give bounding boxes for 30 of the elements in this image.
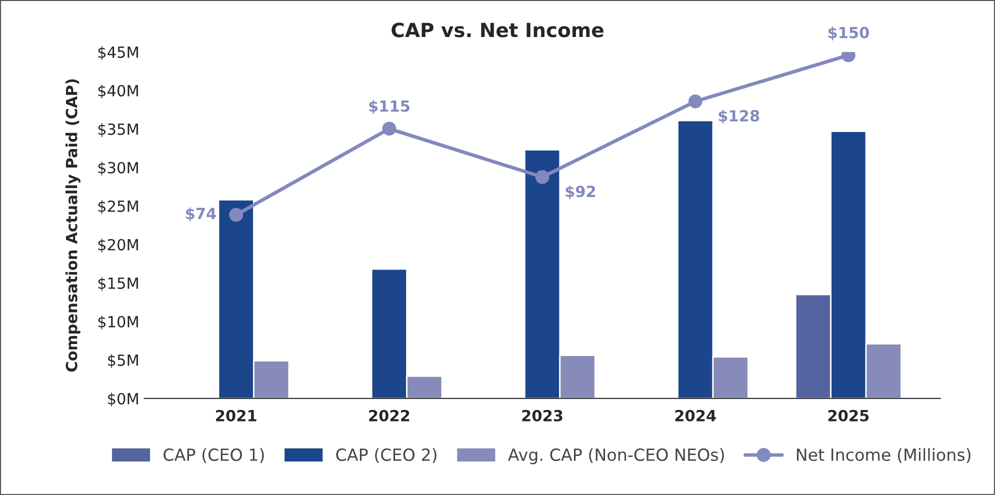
y-tick-label: $40M xyxy=(98,84,138,99)
data-label: $74 xyxy=(186,207,216,222)
point xyxy=(229,208,244,222)
y-tick-label: $20M xyxy=(98,238,138,253)
data-label: $128 xyxy=(718,110,760,124)
y-tick-label: $0M xyxy=(108,392,138,407)
y-tick-label: $25M xyxy=(98,200,138,214)
legend-label: CAP (CEO 2) xyxy=(336,448,436,463)
y-tick-label: $10M xyxy=(98,316,138,330)
chart-title: CAP vs. Net Income xyxy=(392,22,604,38)
point xyxy=(535,170,550,184)
x-tick-label: 2025 xyxy=(828,410,869,422)
y-tick-label: $30M xyxy=(98,162,138,176)
data-label: $150 xyxy=(828,26,869,40)
y-tick-label: $5M xyxy=(108,354,138,368)
x-tick-label: 2023 xyxy=(522,410,562,422)
x-tick-label: 2022 xyxy=(369,410,410,422)
y-tick-label: $15M xyxy=(98,277,138,292)
point xyxy=(382,122,396,136)
y-axis-title: Compensation Actually Paid (CAP) xyxy=(66,79,80,372)
y-tick-label: $45M xyxy=(98,46,138,60)
x-tick-label: 2021 xyxy=(216,410,256,422)
legend-label: CAP (CEO 1) xyxy=(164,448,264,463)
x-tick-label: 2024 xyxy=(675,410,716,422)
point xyxy=(688,94,702,108)
legend-label: Avg. CAP (Non-CEO NEOs) xyxy=(508,448,724,464)
legend-label: Net Income (Millions) xyxy=(796,448,970,463)
y-tick-label: $35M xyxy=(98,123,138,138)
data-label: $115 xyxy=(369,100,410,114)
data-label: $92 xyxy=(566,185,596,200)
